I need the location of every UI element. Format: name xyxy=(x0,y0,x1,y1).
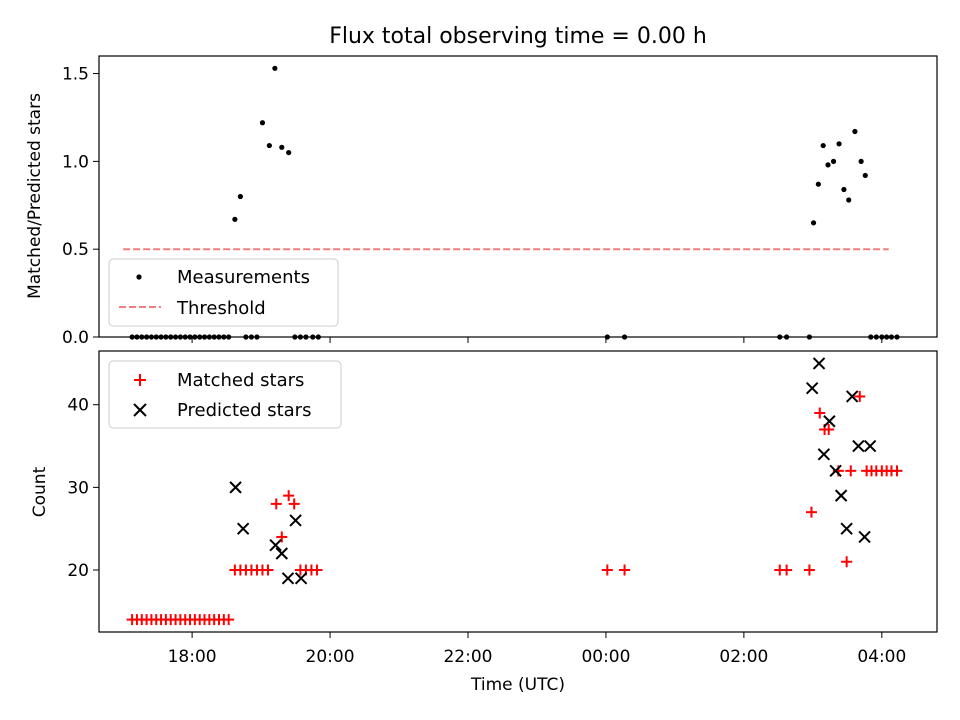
bottom-plot-area xyxy=(126,357,903,626)
measurement-point xyxy=(820,142,826,149)
matched-star-point xyxy=(270,498,282,510)
predicted-star-point xyxy=(236,522,250,535)
measurement-point xyxy=(841,186,847,193)
y-tick-label: 0.0 xyxy=(62,328,89,348)
x-tick-label: 02:00 xyxy=(719,647,768,667)
chart-title: Flux total observing time = 0.00 h xyxy=(329,24,707,49)
matched-star-point xyxy=(814,407,826,419)
x-tick-label: 20:00 xyxy=(306,647,355,667)
y-tick-label: 0.5 xyxy=(62,240,89,260)
predicted-star-point xyxy=(289,514,302,527)
predicted-star-point xyxy=(834,489,848,502)
measurement-point xyxy=(279,144,285,150)
measurement-point xyxy=(286,149,292,156)
y-tick-label: 20 xyxy=(67,561,89,581)
measurement-point xyxy=(810,220,817,226)
top-y-ticks: 0.0 0.5 1.0 1.5 xyxy=(62,65,99,348)
legend-predicted-marker xyxy=(133,403,147,417)
predicted-star-point xyxy=(840,522,853,535)
matched-star-point xyxy=(781,564,793,576)
y-tick-label: 1.5 xyxy=(62,65,89,85)
predicted-star-point xyxy=(805,381,819,395)
measurement-point xyxy=(815,181,821,187)
predicted-star-point xyxy=(852,439,865,453)
x-tick-label: 04:00 xyxy=(857,647,906,667)
x-tick-label: 22:00 xyxy=(443,647,492,667)
measurement-point xyxy=(825,162,831,168)
matched-star-point xyxy=(841,556,853,568)
top-x-ticks xyxy=(191,337,883,343)
predicted-star-point xyxy=(845,390,859,403)
top-legend-box xyxy=(108,258,339,327)
matched-star-point xyxy=(262,564,274,576)
matched-star-point xyxy=(823,424,835,436)
measurement-point xyxy=(272,65,278,71)
legend-matched-marker xyxy=(134,374,146,386)
measurement-point xyxy=(830,158,837,164)
matched-star-point xyxy=(288,498,300,510)
matched-star-point xyxy=(891,465,903,477)
matched-star-point xyxy=(845,465,857,477)
measurement-point xyxy=(836,141,842,147)
measurement-point xyxy=(232,216,238,222)
top-panel: 0.0 0.5 1.0 1.5 Matched/Predicted stars Mea… xyxy=(25,55,938,348)
top-axes-frame xyxy=(98,55,938,338)
matched-star-point xyxy=(619,564,631,576)
measurement-point xyxy=(862,172,868,179)
y-tick-label: 1.0 xyxy=(62,152,89,172)
predicted-star-point xyxy=(294,572,308,585)
predicted-star-point xyxy=(823,415,836,428)
bottom-x-ticks: 18:00 20:00 22:00 00:00 02:00 04:00 xyxy=(168,632,906,667)
legend-measurements-marker xyxy=(136,274,142,280)
matched-star-point xyxy=(854,390,866,402)
matched-star-point xyxy=(805,506,817,518)
legend-measurements-label: Measurements xyxy=(177,267,310,288)
x-tick-label: 18:00 xyxy=(168,647,217,667)
legend-threshold-label: Threshold xyxy=(176,298,266,319)
measurement-point xyxy=(259,120,266,126)
predicted-star-point xyxy=(281,572,295,585)
bottom-legend-box xyxy=(108,360,342,429)
predicted-star-point xyxy=(812,357,826,370)
predicted-star-point xyxy=(829,464,842,478)
measurement-point xyxy=(266,142,272,149)
x-axis-label: Time (UTC) xyxy=(470,675,565,695)
predicted-star-point xyxy=(275,547,288,560)
predicted-star-point xyxy=(863,439,877,453)
measurement-point xyxy=(237,193,243,200)
bottom-axes-frame xyxy=(98,350,938,633)
matched-star-point xyxy=(276,531,288,543)
predicted-star-point xyxy=(229,481,242,494)
y-tick-label: 30 xyxy=(67,478,89,498)
matched-star-point xyxy=(223,614,235,626)
matched-star-point xyxy=(311,564,323,576)
x-tick-label: 00:00 xyxy=(581,647,630,667)
measurement-point xyxy=(858,158,864,164)
y-tick-label: 40 xyxy=(67,396,89,416)
predicted-star-point xyxy=(858,530,871,544)
matched-star-point xyxy=(283,490,295,502)
top-legend: Measurements Threshold xyxy=(108,258,339,327)
measurement-point xyxy=(852,128,858,135)
legend-matched-label: Matched stars xyxy=(177,370,304,391)
bottom-panel: 20 30 40 18:00 20:00 22:00 00:00 02:00 04:00 Co… xyxy=(30,350,938,695)
predicted-star-point xyxy=(269,539,282,552)
predicted-star-point xyxy=(817,448,831,461)
top-y-axis-label: Matched/Predicted stars xyxy=(25,93,45,299)
legend-predicted-label: Predicted stars xyxy=(177,400,311,421)
measurement-point xyxy=(846,197,852,203)
bottom-y-ticks: 20 30 40 xyxy=(67,396,99,581)
bottom-y-axis-label: Count xyxy=(30,466,50,517)
matched-star-point xyxy=(601,564,613,576)
bottom-legend: Matched stars Predicted stars xyxy=(108,360,342,429)
matched-star-point xyxy=(803,564,815,576)
